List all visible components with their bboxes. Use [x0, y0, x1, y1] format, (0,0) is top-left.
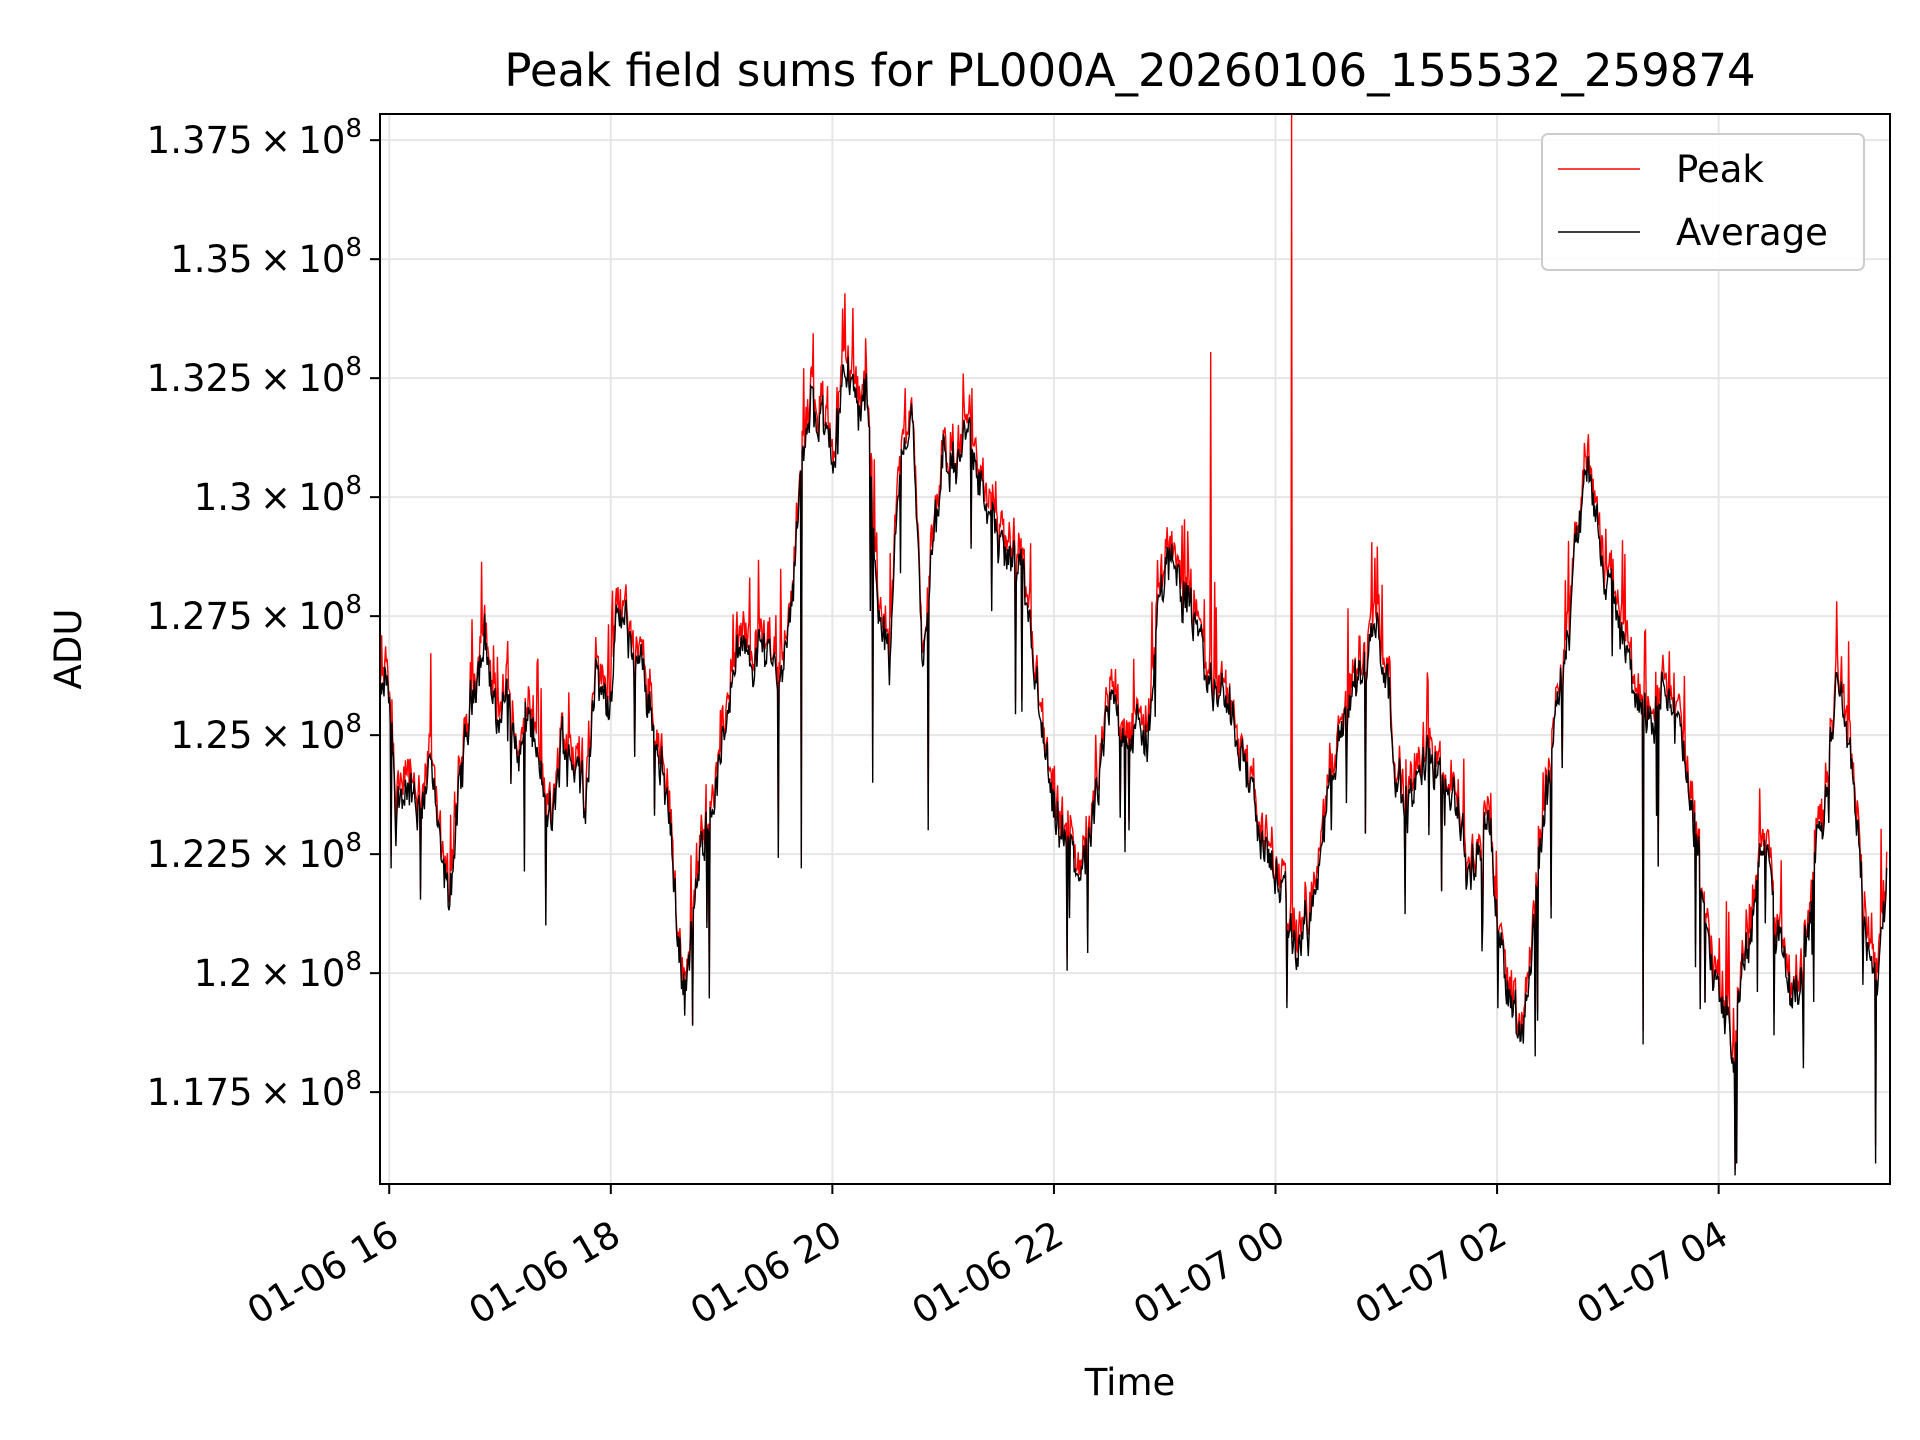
plot-area-frame: [379, 113, 1891, 1185]
grid-lines: [380, 114, 1890, 1184]
y-tick-label: 1.325 × 108: [147, 352, 362, 400]
y-tick-label: 1.3 × 108: [194, 471, 362, 519]
legend-average-label: Average: [1676, 211, 1828, 254]
legend: Peak Average: [1541, 133, 1865, 271]
average-series-line: [380, 356, 1888, 1176]
y-tick-label: 1.2 × 108: [194, 947, 362, 995]
y-tick-label: 1.275 × 108: [147, 590, 362, 638]
y-tick-label: 1.35 × 108: [170, 233, 362, 281]
y-tick-label: 1.175 × 108: [147, 1066, 362, 1114]
x-axis-label: Time: [1084, 1361, 1176, 1404]
y-tick-label: 1.225 × 108: [147, 828, 362, 876]
y-tick-label: 1.375 × 108: [147, 114, 362, 162]
y-axis-ticks: 1.175 × 108 1.2 × 108 1.225 × 108 1.25 × 10…: [147, 114, 380, 1114]
legend-box: [1541, 133, 1865, 271]
chart-title: Peak field sums for PL000A_20260106_1555…: [504, 44, 1755, 97]
legend-peak-label: Peak: [1676, 148, 1764, 191]
y-axis-label: ADU: [47, 609, 90, 690]
y-tick-label: 1.25 × 108: [170, 709, 362, 757]
series-layer: [380, 114, 1888, 1176]
